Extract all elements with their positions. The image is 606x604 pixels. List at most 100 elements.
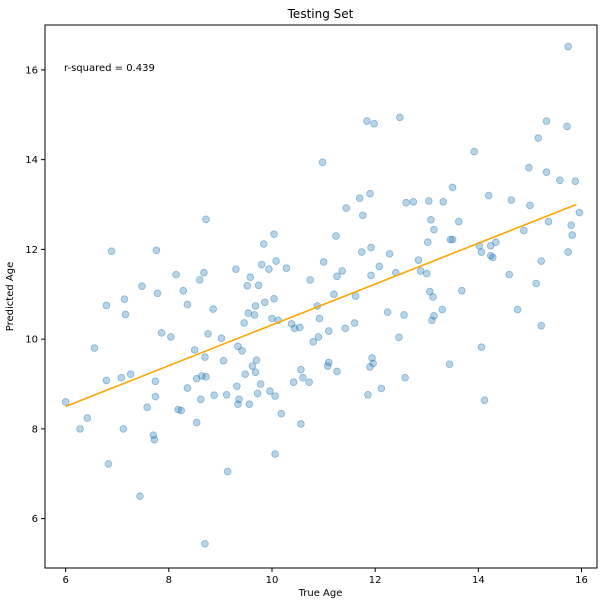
data-point <box>136 492 144 501</box>
data-point <box>564 42 572 51</box>
data-point <box>542 168 551 176</box>
data-point <box>143 403 151 412</box>
data-point <box>395 333 403 342</box>
x-tick-label: 16 <box>575 575 588 586</box>
data-point <box>102 376 111 385</box>
data-point <box>234 342 242 351</box>
data-point <box>486 241 495 250</box>
y-axis-label: Predicted Age <box>5 262 16 331</box>
data-point <box>342 204 351 212</box>
data-point <box>526 201 534 210</box>
data-point <box>277 409 286 418</box>
data-point <box>179 286 188 295</box>
data-point <box>217 334 226 343</box>
data-point <box>486 251 495 260</box>
data-point <box>190 346 199 354</box>
data-point <box>104 460 113 468</box>
data-point <box>429 293 437 301</box>
data-point <box>470 147 479 156</box>
data-point <box>567 221 576 229</box>
data-point <box>507 196 516 204</box>
data-point <box>430 311 438 320</box>
data-point <box>534 134 542 142</box>
data-point <box>201 353 209 361</box>
x-tick-label: 12 <box>369 575 382 586</box>
data-point <box>202 373 210 381</box>
data-point <box>385 250 394 258</box>
data-point <box>195 276 204 284</box>
data-point <box>219 356 228 365</box>
data-point <box>256 380 265 388</box>
data-point <box>367 243 375 252</box>
data-point <box>448 235 457 244</box>
data-point <box>438 305 447 314</box>
fit-line-layer <box>65 203 577 408</box>
data-point <box>245 400 254 409</box>
y-tick-label: 10 <box>25 335 38 346</box>
data-point <box>257 260 266 269</box>
data-point <box>318 158 327 167</box>
data-point <box>445 360 454 369</box>
data-point <box>200 268 208 277</box>
data-point <box>439 198 448 206</box>
data-point <box>314 333 323 341</box>
data-point <box>477 248 486 256</box>
data-point <box>270 294 278 303</box>
data-point <box>192 374 201 383</box>
data-point <box>480 396 489 404</box>
x-tick-label: 10 <box>266 575 279 586</box>
data-point <box>90 344 99 352</box>
data-point <box>222 390 231 399</box>
data-point <box>233 382 241 391</box>
data-point <box>183 300 192 309</box>
data-point <box>204 329 212 338</box>
data-point <box>235 395 243 404</box>
data-point <box>323 362 332 370</box>
data-point <box>428 316 436 325</box>
data-point <box>333 272 341 281</box>
data-point <box>333 367 341 376</box>
data-point <box>377 384 386 393</box>
data-point <box>265 265 273 273</box>
y-tick-label: 12 <box>25 245 38 256</box>
data-point <box>248 362 257 370</box>
data-point <box>400 311 408 319</box>
data-point <box>268 314 276 323</box>
data-point <box>172 270 180 279</box>
data-point <box>253 389 262 398</box>
data-point <box>315 314 324 323</box>
data-point <box>271 450 279 458</box>
data-point <box>119 425 128 433</box>
data-point <box>102 301 111 310</box>
data-point <box>575 208 584 217</box>
data-point <box>401 373 409 382</box>
data-point <box>544 217 553 226</box>
data-point <box>271 392 279 400</box>
x-tick-label: 8 <box>166 575 172 586</box>
data-point <box>117 373 126 382</box>
data-point <box>422 269 431 278</box>
data-point <box>126 370 135 378</box>
data-point <box>350 319 359 327</box>
data-point <box>243 281 252 290</box>
data-point <box>76 425 84 433</box>
data-point <box>150 435 159 444</box>
data-point <box>396 113 404 122</box>
data-point <box>568 231 577 239</box>
data-point <box>290 324 299 333</box>
y-tick-label: 16 <box>25 65 38 76</box>
data-point <box>519 226 528 235</box>
x-axis-ticks: 6 8 10 12 14 16 <box>62 568 588 586</box>
data-point <box>367 271 375 280</box>
data-point <box>537 321 546 330</box>
data-point <box>458 286 466 295</box>
data-point <box>492 238 500 247</box>
data-point <box>375 262 384 271</box>
data-point <box>234 400 242 409</box>
data-point <box>330 290 338 299</box>
data-point <box>198 372 206 380</box>
data-point <box>121 310 130 319</box>
data-point <box>364 390 372 399</box>
data-point <box>260 298 269 307</box>
data-point <box>402 198 410 207</box>
